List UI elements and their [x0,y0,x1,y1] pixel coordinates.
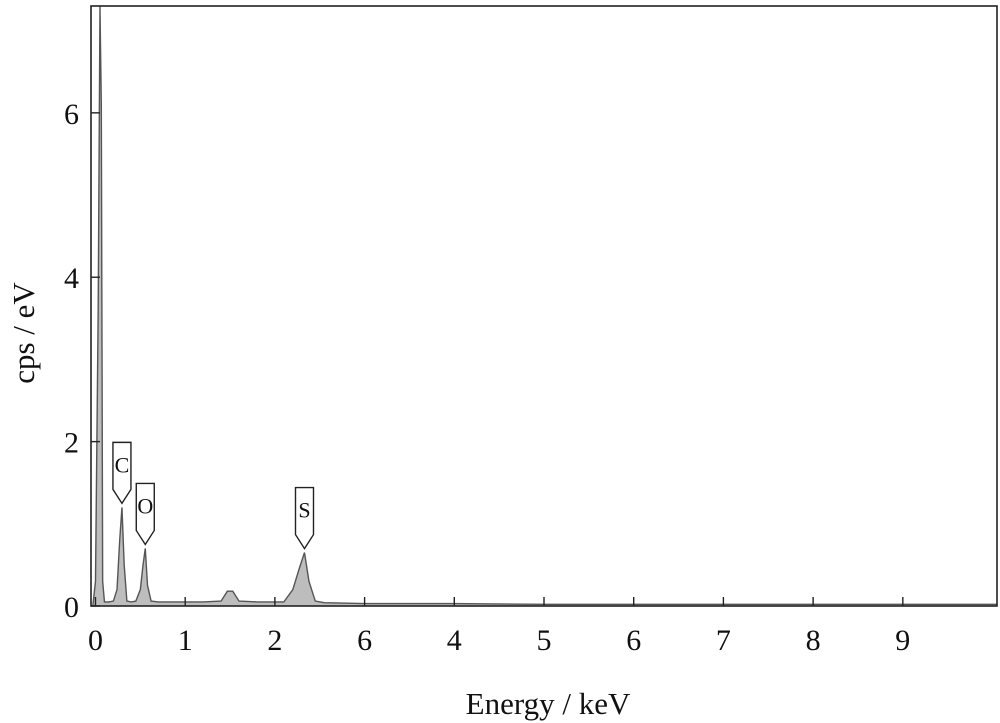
x-tick-label: 0 [88,624,103,657]
peak-label-text: O [137,493,153,518]
peak-label-text: C [115,452,130,477]
spectrum-line [92,5,997,607]
y-tick-label: 6 [64,98,79,131]
peak-label-o: O [135,482,155,546]
x-tick-label: 5 [537,624,552,657]
x-tick-label: 8 [806,624,821,657]
x-tick-label: 6 [626,624,641,657]
y-tick-label: 2 [64,427,79,460]
x-axis-title: Energy / keV [466,686,631,721]
peak-label-box [112,441,132,505]
peak-label-text: S [298,498,310,523]
x-tick-label: 4 [447,624,462,657]
x-tick-label: 2 [267,624,282,657]
y-tick-label: 4 [64,262,79,295]
peak-label-c: C [112,441,132,505]
peak-label-box [294,486,315,550]
x-tick-label: 9 [895,624,910,657]
y-axis-title: cps / eV [6,282,41,384]
plot-frame [90,5,998,607]
x-tick-label: 7 [716,624,731,657]
peak-label-s: S [294,486,315,550]
x-tick-label: 6 [357,624,372,657]
x-tick-label: 1 [178,624,193,657]
axes: 0 2 4 6 0 1 2 6 4 5 6 7 8 9 [64,5,998,657]
peak-label-box [135,482,155,546]
y-tick-label: 0 [64,591,79,624]
plot-area: CO S [92,5,998,607]
spectrum-area [92,6,998,606]
